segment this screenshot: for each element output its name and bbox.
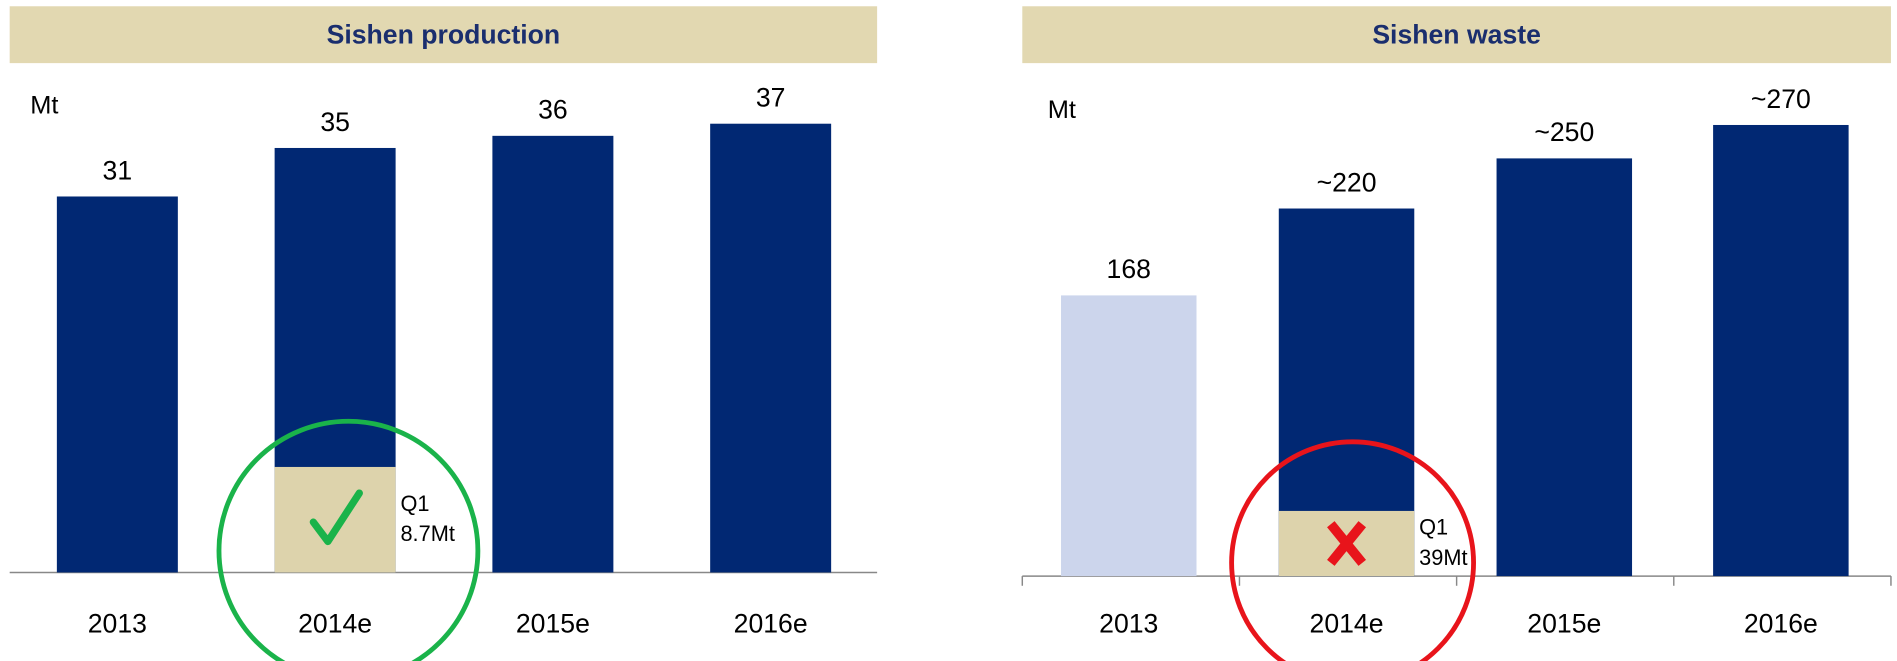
value-label: 168 [1107,254,1151,284]
annotation-label: Q1 [400,491,429,516]
value-label: 37 [756,83,786,113]
check-icon [309,489,363,546]
y-axis-label: Mt [30,91,58,119]
bar [1713,124,1849,577]
bar [710,123,832,573]
x-tick-label: 2014e [1310,609,1384,639]
x-tick-label: 2013 [88,609,147,639]
chart-title: Sishen production [327,20,561,50]
chart: Sishen waste Mt 168 2013 ~220 2014e ~250 2015e ~… [1021,6,1892,661]
x-icon [1327,521,1367,566]
x-tick-label: 2015e [1527,609,1601,639]
x-tick-label: 2014e [298,609,372,639]
y-axis-label: Mt [1048,96,1076,124]
annotation-label: Q1 [1419,515,1448,540]
bar [56,196,178,573]
bar [1061,295,1197,577]
x-tick-label: 2016e [1744,609,1818,639]
x-tick-label: 2013 [1099,609,1158,639]
value-label: 35 [320,107,350,137]
annotation-value: 39Mt [1419,545,1467,570]
bar [492,135,614,573]
chart: Sishen production Mt 31 2013 35 2014e 36 2015e 3… [9,6,878,661]
value-label: 31 [103,155,133,185]
value-label: ~250 [1534,117,1594,147]
bar [1496,158,1633,577]
x-tick-label: 2016e [734,609,808,639]
annotation-value: 8.7Mt [400,521,454,546]
title-banner [1022,6,1891,64]
value-label: 36 [538,95,568,125]
highlight-circle [1229,439,1476,661]
chart-title: Sishen waste [1372,20,1541,50]
x-tick-label: 2015e [516,609,590,639]
highlight-circle [216,418,481,661]
value-label: ~220 [1317,167,1377,197]
value-label: ~270 [1751,84,1811,114]
title-banner [9,6,878,64]
q1-bar [274,466,396,573]
